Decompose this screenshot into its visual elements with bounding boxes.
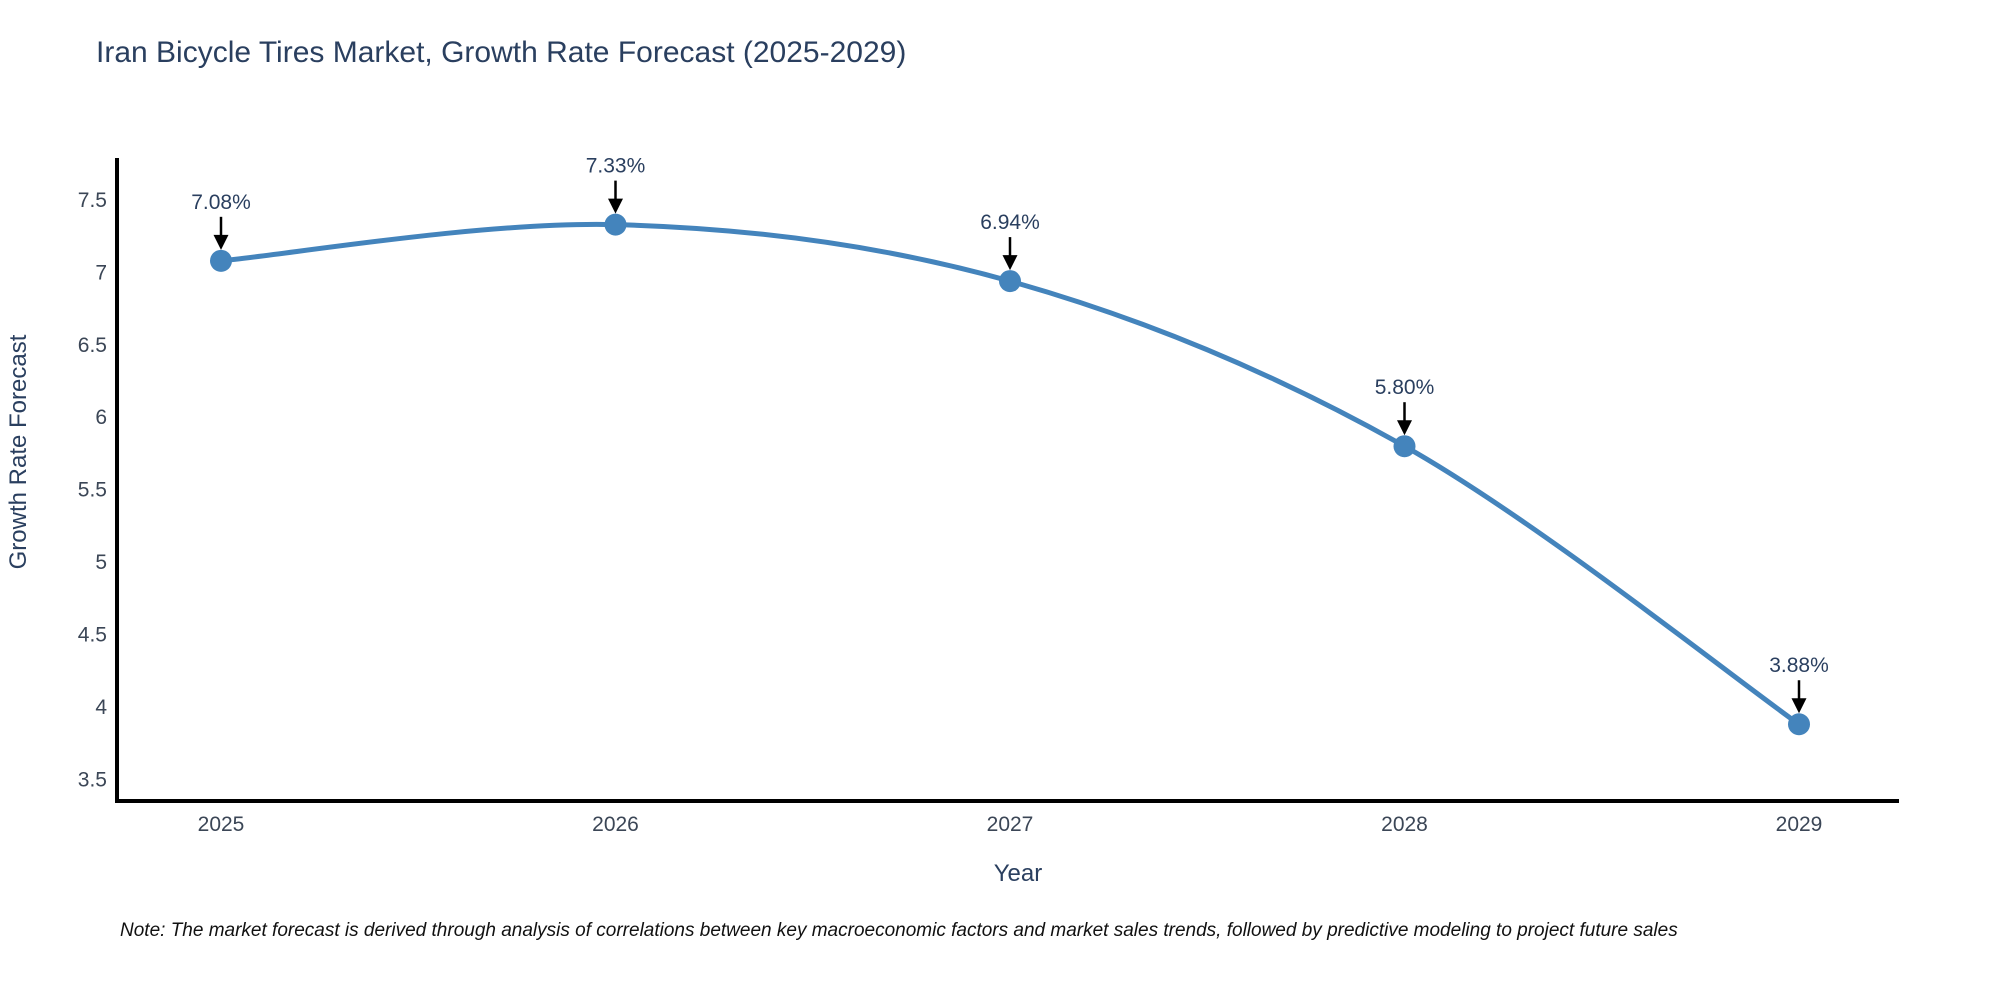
- annotation-arrowhead-icon: [213, 234, 229, 250]
- x-axis-title: Year: [994, 860, 1043, 887]
- data-point-label: 5.80%: [1375, 376, 1435, 399]
- chart-title: Iran Bicycle Tires Market, Growth Rate F…: [96, 36, 907, 69]
- data-point-marker[interactable]: [1393, 435, 1416, 458]
- y-tick-label: 7.5: [78, 189, 107, 212]
- footnote-text: Note: The market forecast is derived thr…: [120, 920, 1678, 941]
- data-point-marker[interactable]: [210, 249, 232, 272]
- y-tick-label: 5.5: [78, 479, 107, 502]
- y-tick-label: 7: [95, 261, 107, 284]
- x-tick-label: 2025: [198, 813, 245, 836]
- y-tick-label: 6: [95, 406, 107, 429]
- data-point-marker[interactable]: [604, 213, 627, 236]
- annotation-arrowhead-icon: [608, 198, 623, 214]
- x-tick-label: 2026: [592, 813, 639, 836]
- data-point-marker[interactable]: [1788, 713, 1810, 736]
- y-tick-label: 4: [95, 696, 107, 719]
- y-tick-label: 3.5: [78, 768, 107, 791]
- data-point-label: 7.33%: [586, 155, 646, 178]
- y-tick-label: 4.5: [78, 623, 107, 646]
- annotation-arrowhead-icon: [1791, 698, 1807, 714]
- forecast-line: [220, 221, 1801, 727]
- data-point-label: 3.88%: [1769, 654, 1829, 677]
- y-tick-label: 5: [95, 551, 107, 574]
- x-tick-label: 2028: [1381, 813, 1428, 836]
- data-point-marker[interactable]: [999, 270, 1021, 293]
- data-point-label: 7.08%: [191, 191, 251, 214]
- axis-lines: [115, 158, 1899, 803]
- data-point-label: 6.94%: [980, 211, 1040, 234]
- annotation-arrowhead-icon: [1397, 420, 1412, 436]
- annotation-arrowhead-icon: [1002, 255, 1018, 271]
- y-tick-label: 6.5: [78, 334, 107, 357]
- x-tick-label: 2027: [987, 813, 1034, 836]
- x-tick-label: 2029: [1776, 813, 1823, 836]
- y-axis-title: Growth Rate Forecast: [5, 334, 32, 569]
